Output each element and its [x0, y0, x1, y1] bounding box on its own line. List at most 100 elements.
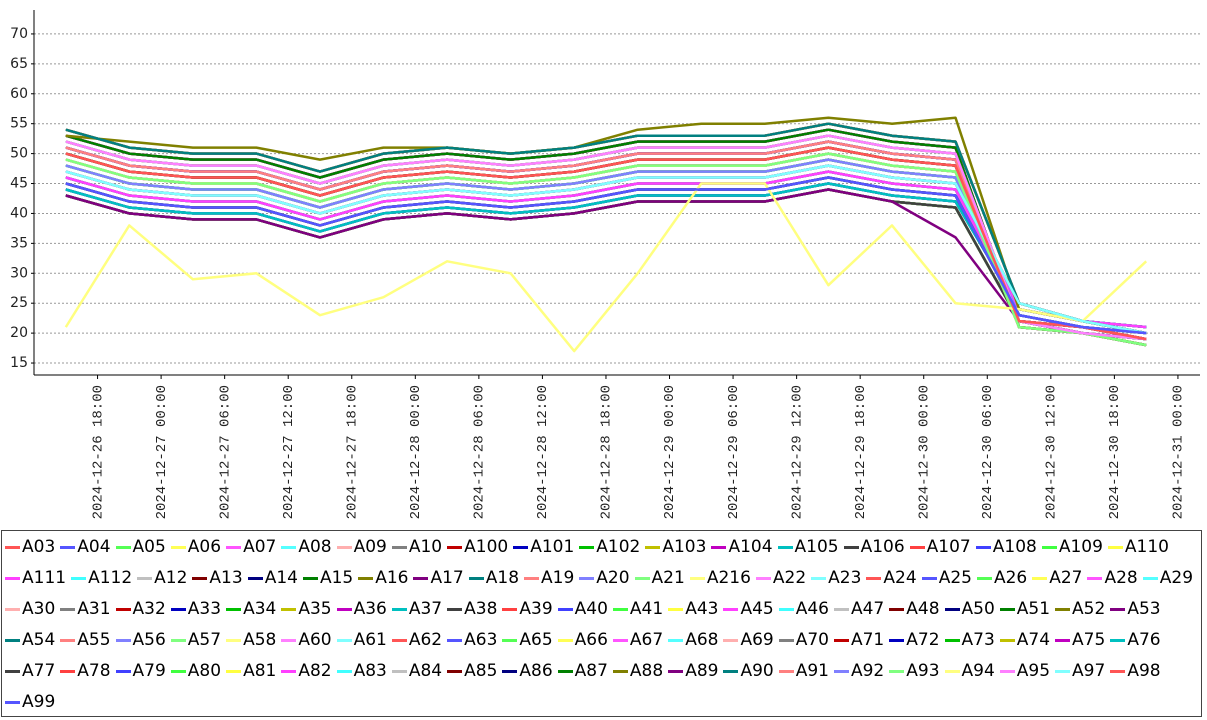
legend-item: A66 [557, 625, 608, 656]
legend-swatch [336, 670, 352, 673]
legend-item: A78 [60, 656, 111, 687]
legend-label: A81 [243, 661, 277, 681]
legend-label: A56 [132, 630, 166, 650]
legend-item: A67 [612, 625, 663, 656]
legend-label: A41 [629, 599, 664, 619]
legend-swatch [281, 608, 297, 611]
legend-swatch [413, 577, 429, 580]
legend-swatch [5, 639, 20, 642]
legend-label: A57 [187, 630, 222, 650]
series-line [65, 146, 1147, 341]
legend-swatch [502, 608, 518, 611]
legend-swatch [447, 670, 463, 673]
legend-swatch [281, 546, 297, 549]
legend-item: A46 [778, 594, 829, 625]
legend-item: A73 [944, 625, 995, 656]
legend-swatch [999, 608, 1015, 611]
legend-item: A34 [226, 594, 276, 625]
legend-swatch [170, 639, 186, 642]
legend-label: A82 [298, 661, 332, 681]
legend-item: A24 [866, 563, 917, 594]
legend-swatch [502, 670, 518, 673]
legend-label: A102 [596, 537, 641, 557]
legend-swatch [60, 670, 76, 673]
legend-item: A32 [115, 594, 166, 625]
legend-label: A23 [828, 568, 862, 588]
series-line [65, 122, 1147, 335]
legend-label: A75 [1072, 630, 1106, 650]
legend-item: A56 [115, 625, 166, 656]
legend-swatch [909, 546, 925, 549]
legend-swatch [944, 608, 960, 611]
legend-item: A84 [391, 656, 442, 687]
legend-label: A77 [22, 661, 56, 681]
legend-swatch [833, 639, 849, 642]
legend-swatch [391, 546, 407, 549]
legend-item: A77 [5, 656, 55, 687]
legend-swatch [889, 670, 905, 673]
legend-item: A14 [247, 563, 298, 594]
x-tick-label: 2024-12-28 12:00 [535, 385, 551, 519]
x-tick-label: 2024-12-30 18:00 [1107, 385, 1123, 519]
legend-swatch [226, 608, 242, 611]
legend-swatch [281, 639, 297, 642]
legend-swatch [447, 546, 463, 549]
legend-label: A216 [706, 568, 751, 588]
legend-item: A86 [502, 656, 553, 687]
legend-swatch [689, 577, 705, 580]
legend-swatch [843, 546, 859, 549]
legend-label: A71 [850, 630, 885, 650]
legend-label: A70 [795, 630, 829, 650]
legend-label: A92 [850, 661, 885, 681]
legend-swatch [612, 608, 628, 611]
legend-item: A62 [391, 625, 442, 656]
y-tick-label: 55 [10, 116, 28, 132]
legend-swatch [778, 670, 794, 673]
legend-label: A65 [519, 630, 553, 650]
legend-label: A104 [728, 537, 773, 557]
series-line [64, 182, 1148, 353]
legend-label: A69 [740, 630, 774, 650]
legend-swatch [833, 670, 849, 673]
legend-item: A30 [5, 594, 55, 625]
legend-item: A36 [336, 594, 387, 625]
legend-label: A105 [794, 537, 839, 557]
legend-label: A28 [1104, 568, 1138, 588]
legend-label: A43 [685, 599, 719, 619]
legend-swatch [336, 546, 352, 549]
legend-label: A27 [1049, 568, 1083, 588]
legend-item: A31 [60, 594, 111, 625]
legend-item: A55 [60, 625, 111, 656]
legend-label: A106 [860, 537, 905, 557]
x-tick-label: 2024-12-29 06:00 [726, 385, 742, 519]
legend-label: A05 [132, 537, 166, 557]
legend-swatch [281, 670, 297, 673]
legend-label: A45 [740, 599, 774, 619]
legend-label: A13 [209, 568, 243, 588]
x-tick-label: 2024-12-29 18:00 [853, 385, 869, 519]
legend-swatch [889, 608, 905, 611]
legend-swatch [557, 639, 573, 642]
legend-label: A33 [187, 599, 222, 619]
legend-item: A103 [645, 532, 706, 563]
legend-swatch [5, 701, 20, 704]
legend-item: A04 [60, 532, 111, 563]
legend-item: A106 [843, 532, 905, 563]
legend-label: A55 [77, 630, 111, 650]
legend-label: A37 [408, 599, 443, 619]
series-line [65, 128, 1147, 347]
legend-swatch [391, 670, 407, 673]
legend-label: A103 [662, 537, 707, 557]
legend-item: A08 [281, 532, 332, 563]
legend-label: A47 [850, 599, 885, 619]
legend-swatch [170, 670, 186, 673]
legend-item: A83 [336, 656, 387, 687]
legend-label: A60 [298, 630, 332, 650]
legend-label: A09 [353, 537, 387, 557]
legend-swatch [336, 608, 352, 611]
legend-swatch [60, 546, 76, 549]
legend-label: A32 [132, 599, 166, 619]
legend-item: A95 [999, 656, 1050, 687]
legend-swatch [226, 670, 242, 673]
legend-item: A102 [579, 532, 640, 563]
